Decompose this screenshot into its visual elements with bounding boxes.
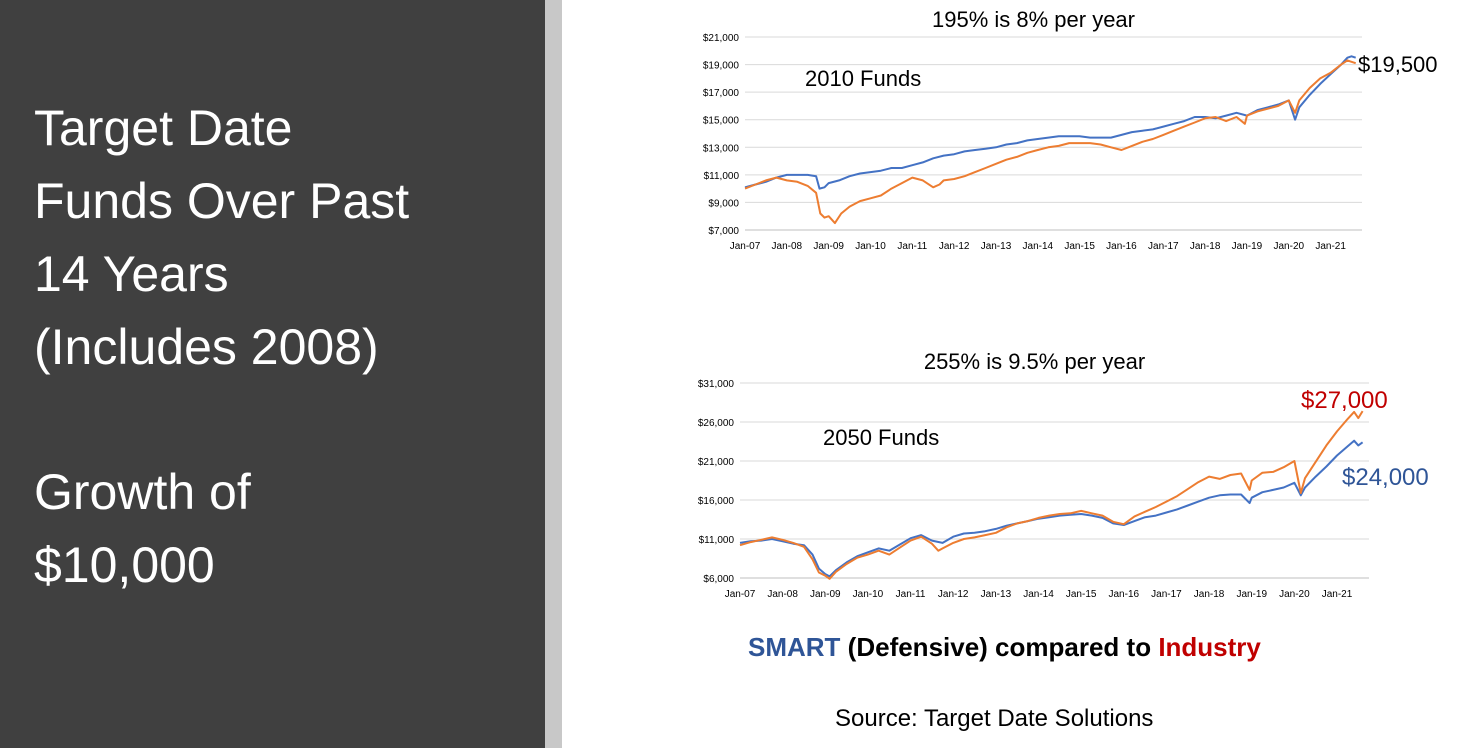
y-tick-label: $11,000: [704, 171, 740, 182]
legend-caption: SMART (Defensive) compared to Industry: [748, 632, 1261, 663]
x-tick-label: Jan-17: [1148, 241, 1179, 252]
chart-title: 255% is 9.5% per year: [924, 349, 1145, 374]
y-tick-label: $17,000: [703, 88, 740, 99]
x-tick-label: Jan-07: [725, 589, 756, 600]
y-tick-label: $15,000: [703, 116, 740, 127]
legend-defensive: (Defensive) compared to: [847, 632, 1152, 662]
industry-series-line: [744, 59, 1357, 225]
subtitle-line: $10,000: [34, 537, 215, 593]
subtitle-line: Growth of: [34, 464, 251, 520]
title-panel: Target Date Funds Over Past 14 Years (In…: [0, 0, 545, 748]
y-tick-label: $26,000: [698, 418, 735, 429]
x-tick-label: Jan-20: [1274, 241, 1305, 252]
y-tick-label: $13,000: [703, 143, 740, 154]
x-tick-label: Jan-21: [1315, 241, 1346, 252]
title-line: Target Date: [34, 100, 293, 156]
x-tick-label: Jan-19: [1232, 241, 1263, 252]
y-tick-label: $19,000: [703, 61, 740, 72]
x-tick-label: Jan-12: [938, 589, 969, 600]
x-tick-label: Jan-17: [1151, 589, 1182, 600]
industry-end-label: $27,000: [1301, 387, 1388, 414]
fund-annotation: 2050 Funds: [823, 425, 939, 450]
title-line: 14 Years: [34, 246, 229, 302]
y-tick-label: $6,000: [703, 574, 734, 585]
panel-divider: [545, 0, 562, 748]
x-tick-label: Jan-09: [813, 241, 844, 252]
y-tick-label: $21,000: [698, 457, 735, 468]
x-tick-label: Jan-10: [855, 241, 886, 252]
x-tick-label: Jan-21: [1322, 589, 1353, 600]
x-tick-label: Jan-11: [896, 589, 926, 600]
x-tick-label: Jan-12: [939, 241, 970, 252]
y-tick-label: $7,000: [708, 226, 739, 237]
x-tick-label: Jan-19: [1236, 589, 1267, 600]
smart-series-line: [744, 55, 1357, 190]
x-tick-label: Jan-14: [1023, 589, 1054, 600]
y-tick-label: $16,000: [698, 496, 735, 507]
title-line: Funds Over Past: [34, 173, 410, 229]
x-tick-label: Jan-07: [730, 241, 761, 252]
x-tick-label: Jan-08: [767, 589, 798, 600]
x-tick-label: Jan-16: [1106, 241, 1137, 252]
legend-smart: SMART: [748, 632, 841, 662]
y-tick-label: $31,000: [698, 379, 735, 390]
y-tick-label: $11,000: [699, 535, 735, 546]
legend-industry: Industry: [1158, 632, 1261, 662]
x-tick-label: Jan-18: [1194, 589, 1225, 600]
source-note: Source: Target Date Solutions: [835, 705, 1154, 732]
y-tick-label: $21,000: [703, 33, 740, 44]
x-tick-label: Jan-13: [981, 589, 1012, 600]
smart-end-label: $24,000: [1342, 464, 1429, 491]
title-line: (Includes 2008): [34, 319, 379, 375]
y-tick-label: $9,000: [708, 198, 739, 209]
slide-title: Target Date Funds Over Past 14 Years (In…: [34, 92, 534, 384]
end-value-label: $19,500: [1358, 52, 1438, 77]
x-tick-label: Jan-08: [772, 241, 803, 252]
x-tick-label: Jan-13: [981, 241, 1012, 252]
fund-annotation: 2010 Funds: [805, 66, 921, 91]
x-tick-label: Jan-10: [853, 589, 884, 600]
x-tick-label: Jan-20: [1279, 589, 1310, 600]
x-tick-label: Jan-11: [897, 241, 927, 252]
x-tick-label: Jan-15: [1064, 241, 1095, 252]
slide-subtitle: Growth of $10,000: [34, 456, 534, 602]
x-tick-label: Jan-14: [1023, 241, 1054, 252]
x-tick-label: Jan-15: [1066, 589, 1097, 600]
x-tick-label: Jan-18: [1190, 241, 1221, 252]
x-tick-label: Jan-09: [810, 589, 841, 600]
industry-series-line: [739, 410, 1364, 580]
chart-title: 195% is 8% per year: [932, 7, 1135, 32]
x-tick-label: Jan-16: [1109, 589, 1140, 600]
smart-series-line: [739, 439, 1364, 578]
